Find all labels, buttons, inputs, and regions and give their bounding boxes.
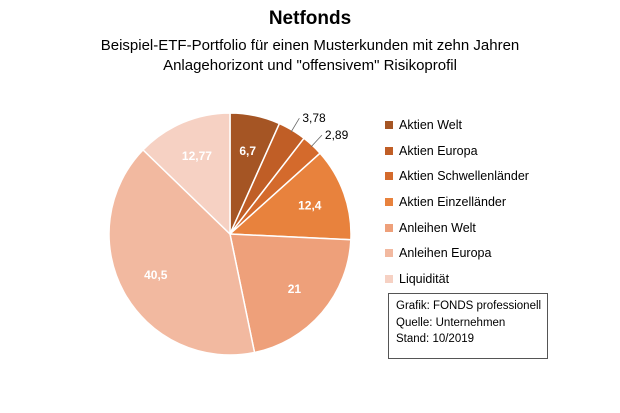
legend-label: Liquidität [399,271,450,286]
pie-slice-anleihen-welt [229,233,352,354]
legend-item-aktien-welt: Aktien Welt [385,112,595,138]
info-source: Quelle: Unternehmen [396,316,506,329]
info-date: Stand: 10/2019 [396,333,475,345]
legend-item-aktien-einzellaender: Aktien Einzelländer [385,189,595,215]
data-label-liquiditaet: 12,77 [182,149,212,163]
legend-swatch [385,146,393,155]
data-label-aktien-schwellenlaender: 2,89 [325,128,349,142]
leader-line-aktien-europa [290,117,300,133]
chart-title: Netfonds [268,8,352,29]
legend-label: Aktien Einzelländer [399,194,507,209]
data-label-anleihen-welt: 21 [288,282,302,296]
subtitle-line-2: Anlagehorizont und "offensivem" Risikopr… [163,57,457,74]
pie-slice-anleihen-europa [108,148,256,356]
legend-swatch [385,249,393,258]
chart-subtitle: Beispiel-ETF-Portfolio für einen Musterk… [40,36,580,76]
legend-item-aktien-schwellenlaender: Aktien Schwellenländer [385,163,595,189]
legend-item-aktien-europa: Aktien Europa [385,138,595,164]
legend-item-liquiditaet: Liquidität [385,266,595,292]
data-label-aktien-europa: 3,78 [302,111,326,125]
data-label-aktien-einzellaender: 12,4 [298,199,322,213]
info-graphic-credit: Grafik: FONDS professionell [396,300,542,312]
legend-label: Aktien Welt [399,117,462,132]
pie-slice-aktien-einzellaender [228,152,352,241]
legend-label: Anleihen Europa [399,246,492,261]
data-label-aktien-welt: 6,7 [239,144,256,158]
data-label-anleihen-europa: 40,5 [144,268,168,282]
source-info-box: Grafik: FONDS professionell Quelle: Unte… [388,293,548,359]
legend-swatch [385,120,393,129]
legend-label: Aktien Schwellenländer [399,169,529,184]
subtitle-line-1: Beispiel-ETF-Portfolio für einen Musterk… [100,37,520,54]
legend-swatch [385,172,393,181]
legend-swatch [385,223,393,232]
leader-line-aktien-schwellenlaender [310,134,323,148]
legend-swatch [385,274,393,283]
legend-item-anleihen-europa: Anleihen Europa [385,240,595,266]
legend-item-anleihen-welt: Anleihen Welt [385,215,595,241]
legend-swatch [385,197,393,206]
legend-label: Aktien Europa [399,143,478,158]
legend: Aktien Welt Aktien Europa Aktien Schwellen… [385,112,595,292]
pie-slice-liquiditaet [141,112,231,236]
legend-label: Anleihen Welt [399,220,476,235]
